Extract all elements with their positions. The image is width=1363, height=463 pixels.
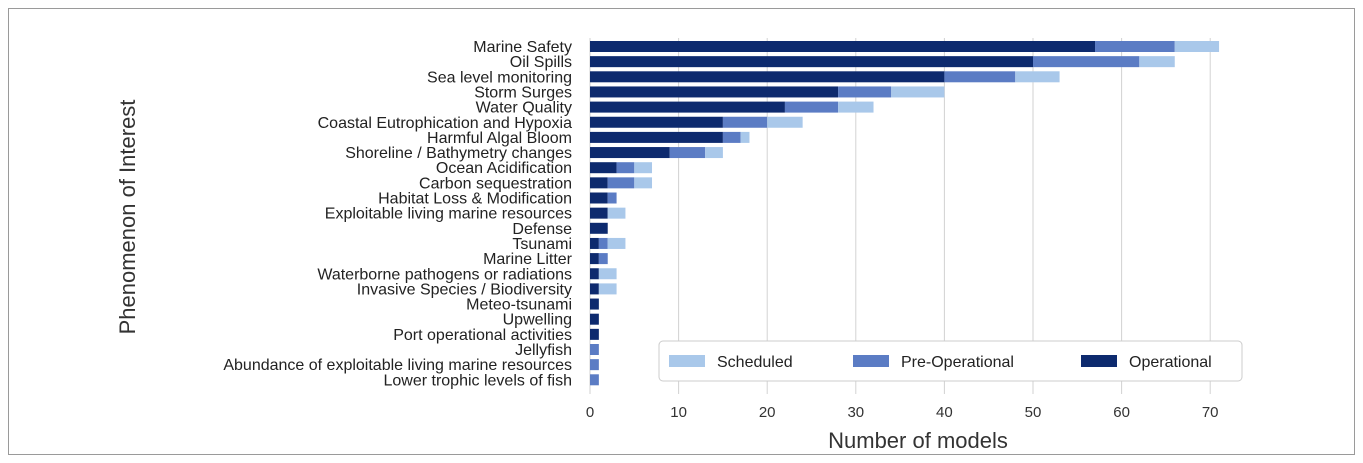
- category-label-coastal-eutrophication-and-hypoxia: Coastal Eutrophication and Hypoxia: [318, 115, 572, 132]
- bar-oil-spills-pre-operational: [1033, 56, 1140, 68]
- category-label-abundance-of-exploitable-living-marine-resources: Abundance of exploitable living marine r…: [223, 357, 572, 374]
- bar-defense-operational: [590, 222, 608, 234]
- bar-habitat-loss-modification-pre-operational: [607, 192, 617, 204]
- x-tick-label-50: 50: [1025, 404, 1042, 421]
- bar-marine-litter-operational: [590, 253, 599, 265]
- bar-coastal-eutrophication-and-hypoxia-pre-operational: [722, 116, 768, 128]
- bar-upwelling-operational: [590, 313, 599, 325]
- bar-jellyfish-pre-operational: [590, 344, 599, 355]
- category-label-water-quality: Water Quality: [476, 100, 572, 117]
- legend-label-operational: Operational: [1129, 354, 1212, 371]
- category-label-ocean-acidification: Ocean Acidification: [436, 160, 572, 177]
- bar-sea-level-monitoring-scheduled: [1015, 71, 1060, 83]
- bar-harmful-algal-bloom-scheduled: [740, 131, 750, 143]
- category-label-tsunami: Tsunami: [512, 236, 572, 253]
- bar-waterborne-pathogens-or-radiations-scheduled: [598, 268, 617, 280]
- x-tick-label-0: 0: [586, 404, 594, 421]
- category-label-shoreline-bathymetry-changes: Shoreline / Bathymetry changes: [345, 145, 572, 162]
- category-label-marine-litter: Marine Litter: [483, 251, 573, 268]
- bar-water-quality-operational: [590, 101, 785, 113]
- bar-exploitable-living-marine-resources-operational: [590, 207, 608, 219]
- x-tick-label-30: 30: [847, 404, 864, 421]
- category-label-waterborne-pathogens-or-radiations: Waterborne pathogens or radiations: [317, 266, 572, 283]
- x-tick-label-70: 70: [1202, 404, 1219, 421]
- bar-carbon-sequestration-operational: [590, 177, 608, 189]
- category-label-harmful-algal-bloom: Harmful Algal Bloom: [427, 130, 572, 147]
- category-label-invasive-species-biodiversity: Invasive Species / Biodiversity: [357, 281, 572, 298]
- legend-swatch-scheduled: [669, 355, 705, 367]
- bars: [590, 41, 1220, 386]
- category-label-carbon-sequestration: Carbon sequestration: [419, 175, 572, 192]
- category-label-lower-trophic-levels-of-fish: Lower trophic levels of fish: [383, 372, 572, 389]
- x-tick-label-60: 60: [1113, 404, 1130, 421]
- bar-habitat-loss-modification-operational: [590, 192, 608, 204]
- bar-storm-surges-pre-operational: [838, 86, 892, 98]
- bar-oil-spills-scheduled: [1139, 56, 1175, 68]
- bar-abundance-of-exploitable-living-marine-resources-pre-operational: [590, 359, 599, 371]
- bar-tsunami-operational: [590, 237, 599, 249]
- bar-exploitable-living-marine-resources-scheduled: [607, 207, 626, 219]
- bar-tsunami-pre-operational: [598, 237, 608, 249]
- category-label-jellyfish: Jellyfish: [515, 342, 572, 359]
- bar-waterborne-pathogens-or-radiations-operational: [590, 268, 599, 280]
- bar-marine-safety-operational: [590, 41, 1096, 52]
- bar-sea-level-monitoring-operational: [590, 71, 945, 83]
- category-label-habitat-loss-modification: Habitat Loss & Modification: [378, 191, 572, 208]
- bar-shoreline-bathymetry-changes-pre-operational: [669, 147, 706, 159]
- bar-water-quality-pre-operational: [784, 101, 839, 113]
- legend-swatch-operational: [1081, 355, 1117, 367]
- bar-water-quality-scheduled: [838, 101, 874, 113]
- category-label-storm-surges: Storm Surges: [474, 84, 572, 101]
- bar-sea-level-monitoring-pre-operational: [944, 71, 1016, 83]
- category-label-marine-safety: Marine Safety: [473, 39, 572, 56]
- x-tick-label-20: 20: [759, 404, 776, 421]
- x-tick-label-40: 40: [936, 404, 953, 421]
- bar-coastal-eutrophication-and-hypoxia-operational: [590, 116, 723, 128]
- bar-marine-safety-pre-operational: [1095, 41, 1175, 52]
- legend: Scheduled Pre-Operational Operational: [658, 340, 1243, 382]
- bar-carbon-sequestration-scheduled: [634, 177, 653, 189]
- category-label-sea-level-monitoring: Sea level monitoring: [427, 69, 572, 86]
- bar-harmful-algal-bloom-pre-operational: [722, 131, 741, 143]
- bar-oil-spills-operational: [590, 56, 1033, 68]
- bar-ocean-acidification-pre-operational: [616, 162, 635, 174]
- bar-marine-litter-pre-operational: [598, 253, 608, 265]
- bar-invasive-species-biodiversity-scheduled: [598, 283, 617, 295]
- bar-storm-surges-scheduled: [891, 86, 945, 98]
- legend-swatch-pre-operational: [853, 355, 889, 367]
- bar-ocean-acidification-scheduled: [634, 162, 653, 174]
- bar-invasive-species-biodiversity-operational: [590, 283, 599, 295]
- bar-harmful-algal-bloom-operational: [590, 131, 723, 143]
- category-label-meteo-tsunami: Meteo-tsunami: [466, 297, 572, 314]
- category-label-oil-spills: Oil Spills: [510, 54, 572, 71]
- bar-lower-trophic-levels-of-fish-pre-operational: [590, 374, 599, 386]
- bar-tsunami-scheduled: [607, 237, 626, 249]
- bar-shoreline-bathymetry-changes-scheduled: [705, 147, 723, 159]
- bar-shoreline-bathymetry-changes-operational: [590, 147, 670, 159]
- category-label-upwelling: Upwelling: [503, 312, 572, 329]
- bar-port-operational-activities-operational: [590, 328, 599, 340]
- bar-meteo-tsunami-operational: [590, 298, 599, 310]
- category-label-defense: Defense: [512, 221, 572, 238]
- x-tick-label-10: 10: [670, 404, 687, 421]
- bar-marine-safety-scheduled: [1174, 41, 1220, 52]
- legend-box: [658, 340, 1243, 382]
- bar-carbon-sequestration-pre-operational: [607, 177, 635, 189]
- bar-storm-surges-operational: [590, 86, 839, 98]
- legend-label-scheduled: Scheduled: [717, 354, 793, 371]
- x-tick-labels: 0 10 20 30 40 50 60 70: [586, 404, 1219, 421]
- category-label-port-operational-activities: Port operational activities: [393, 327, 572, 344]
- bar-coastal-eutrophication-and-hypoxia-scheduled: [767, 116, 803, 128]
- legend-label-pre-operational: Pre-Operational: [901, 354, 1014, 371]
- bar-ocean-acidification-operational: [590, 162, 617, 174]
- y-axis-title: Phenomenon of Interest: [115, 100, 140, 335]
- category-label-exploitable-living-marine-resources: Exploitable living marine resources: [325, 206, 572, 223]
- x-axis-title: Number of models: [828, 428, 1008, 453]
